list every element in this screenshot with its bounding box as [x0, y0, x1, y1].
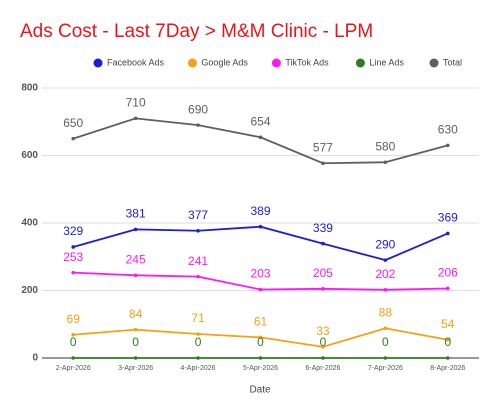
point: [196, 228, 200, 233]
point: [258, 356, 263, 360]
legend-marker: [93, 58, 103, 68]
data-label: 245: [126, 252, 146, 266]
legend-label: TikTok Ads: [285, 57, 329, 67]
data-label: 69: [67, 312, 81, 326]
y-tick-label: 600: [21, 150, 38, 161]
data-label: 650: [63, 116, 83, 130]
data-label: 88: [379, 305, 393, 319]
data-label: 630: [438, 123, 458, 137]
point: [445, 286, 450, 291]
point: [196, 274, 200, 279]
legend-label: Total: [443, 57, 462, 67]
x-tick-label: 2-Apr-2026: [56, 365, 91, 372]
data-label: 54: [441, 317, 455, 331]
point: [383, 326, 388, 331]
legend-label: Facebook Ads: [107, 57, 165, 67]
point: [445, 143, 450, 148]
data-label: 0: [195, 335, 202, 349]
legend-marker: [187, 58, 197, 68]
point: [133, 227, 138, 232]
point: [321, 345, 325, 349]
y-tick-label: 400: [21, 218, 38, 229]
point: [196, 356, 200, 360]
data-label: 381: [126, 207, 146, 221]
data-label: 654: [250, 114, 270, 128]
data-label: 0: [382, 335, 389, 349]
data-label: 0: [70, 335, 77, 349]
data-label: 71: [191, 311, 205, 325]
data-label: 84: [129, 307, 143, 321]
point: [321, 241, 325, 246]
data-label: 339: [313, 221, 333, 235]
data-label: 203: [250, 267, 270, 281]
point: [383, 160, 388, 165]
data-label: 0: [132, 335, 139, 349]
legend-label: Google Ads: [201, 57, 248, 67]
x-tick-label: 3-Apr-2026: [118, 365, 153, 372]
point: [445, 231, 450, 236]
chart-title: Ads Cost - Last 7Day > M&M Clinic - LPM: [20, 21, 373, 42]
data-label: 206: [438, 266, 458, 280]
point: [445, 356, 450, 360]
point: [71, 332, 76, 337]
point: [133, 116, 138, 121]
x-axis-label: Date: [249, 385, 271, 396]
point: [258, 224, 263, 229]
point: [71, 270, 76, 275]
data-label: 580: [375, 139, 395, 153]
legend-marker: [429, 58, 439, 68]
x-tick-label: 8-Apr-2026: [430, 365, 465, 372]
y-tick-label: 200: [21, 285, 38, 296]
point: [133, 327, 138, 332]
point: [71, 245, 76, 249]
point: [258, 135, 263, 140]
data-label: 202: [375, 267, 395, 281]
data-label: 329: [63, 224, 83, 238]
y-tick-label: 0: [32, 353, 38, 364]
point: [383, 288, 388, 292]
point: [383, 258, 388, 262]
data-label: 290: [375, 237, 395, 251]
data-label: 0: [320, 335, 327, 349]
point: [133, 356, 138, 360]
data-label: 377: [188, 208, 208, 222]
point: [196, 332, 200, 336]
x-tick-label: 5-Apr-2026: [243, 365, 278, 372]
legend-marker: [271, 58, 281, 68]
data-label: 253: [63, 250, 83, 264]
point: [445, 337, 450, 342]
data-label: 710: [126, 96, 146, 110]
data-label: 241: [188, 254, 208, 268]
point: [383, 356, 388, 360]
data-label: 0: [444, 335, 451, 349]
y-tick-label: 800: [21, 83, 38, 94]
x-tick-label: 6-Apr-2026: [305, 365, 340, 372]
point: [321, 287, 325, 291]
data-label: 577: [313, 140, 333, 154]
point: [71, 356, 76, 360]
data-label: 205: [313, 266, 333, 280]
x-tick-label: 7-Apr-2026: [368, 365, 403, 372]
point: [321, 356, 325, 360]
point: [321, 161, 325, 166]
data-label: 690: [188, 102, 208, 116]
point: [258, 287, 263, 292]
data-label: 389: [250, 204, 270, 218]
point: [258, 335, 263, 340]
point: [196, 123, 200, 127]
data-label: 61: [254, 315, 268, 329]
data-label: 33: [316, 324, 330, 338]
legend-label: Line Ads: [369, 57, 404, 67]
data-label: 369: [438, 211, 458, 225]
legend-marker: [355, 58, 365, 68]
point: [71, 136, 76, 141]
data-label: 0: [257, 335, 264, 349]
point: [133, 273, 138, 278]
x-tick-label: 4-Apr-2026: [181, 365, 216, 372]
